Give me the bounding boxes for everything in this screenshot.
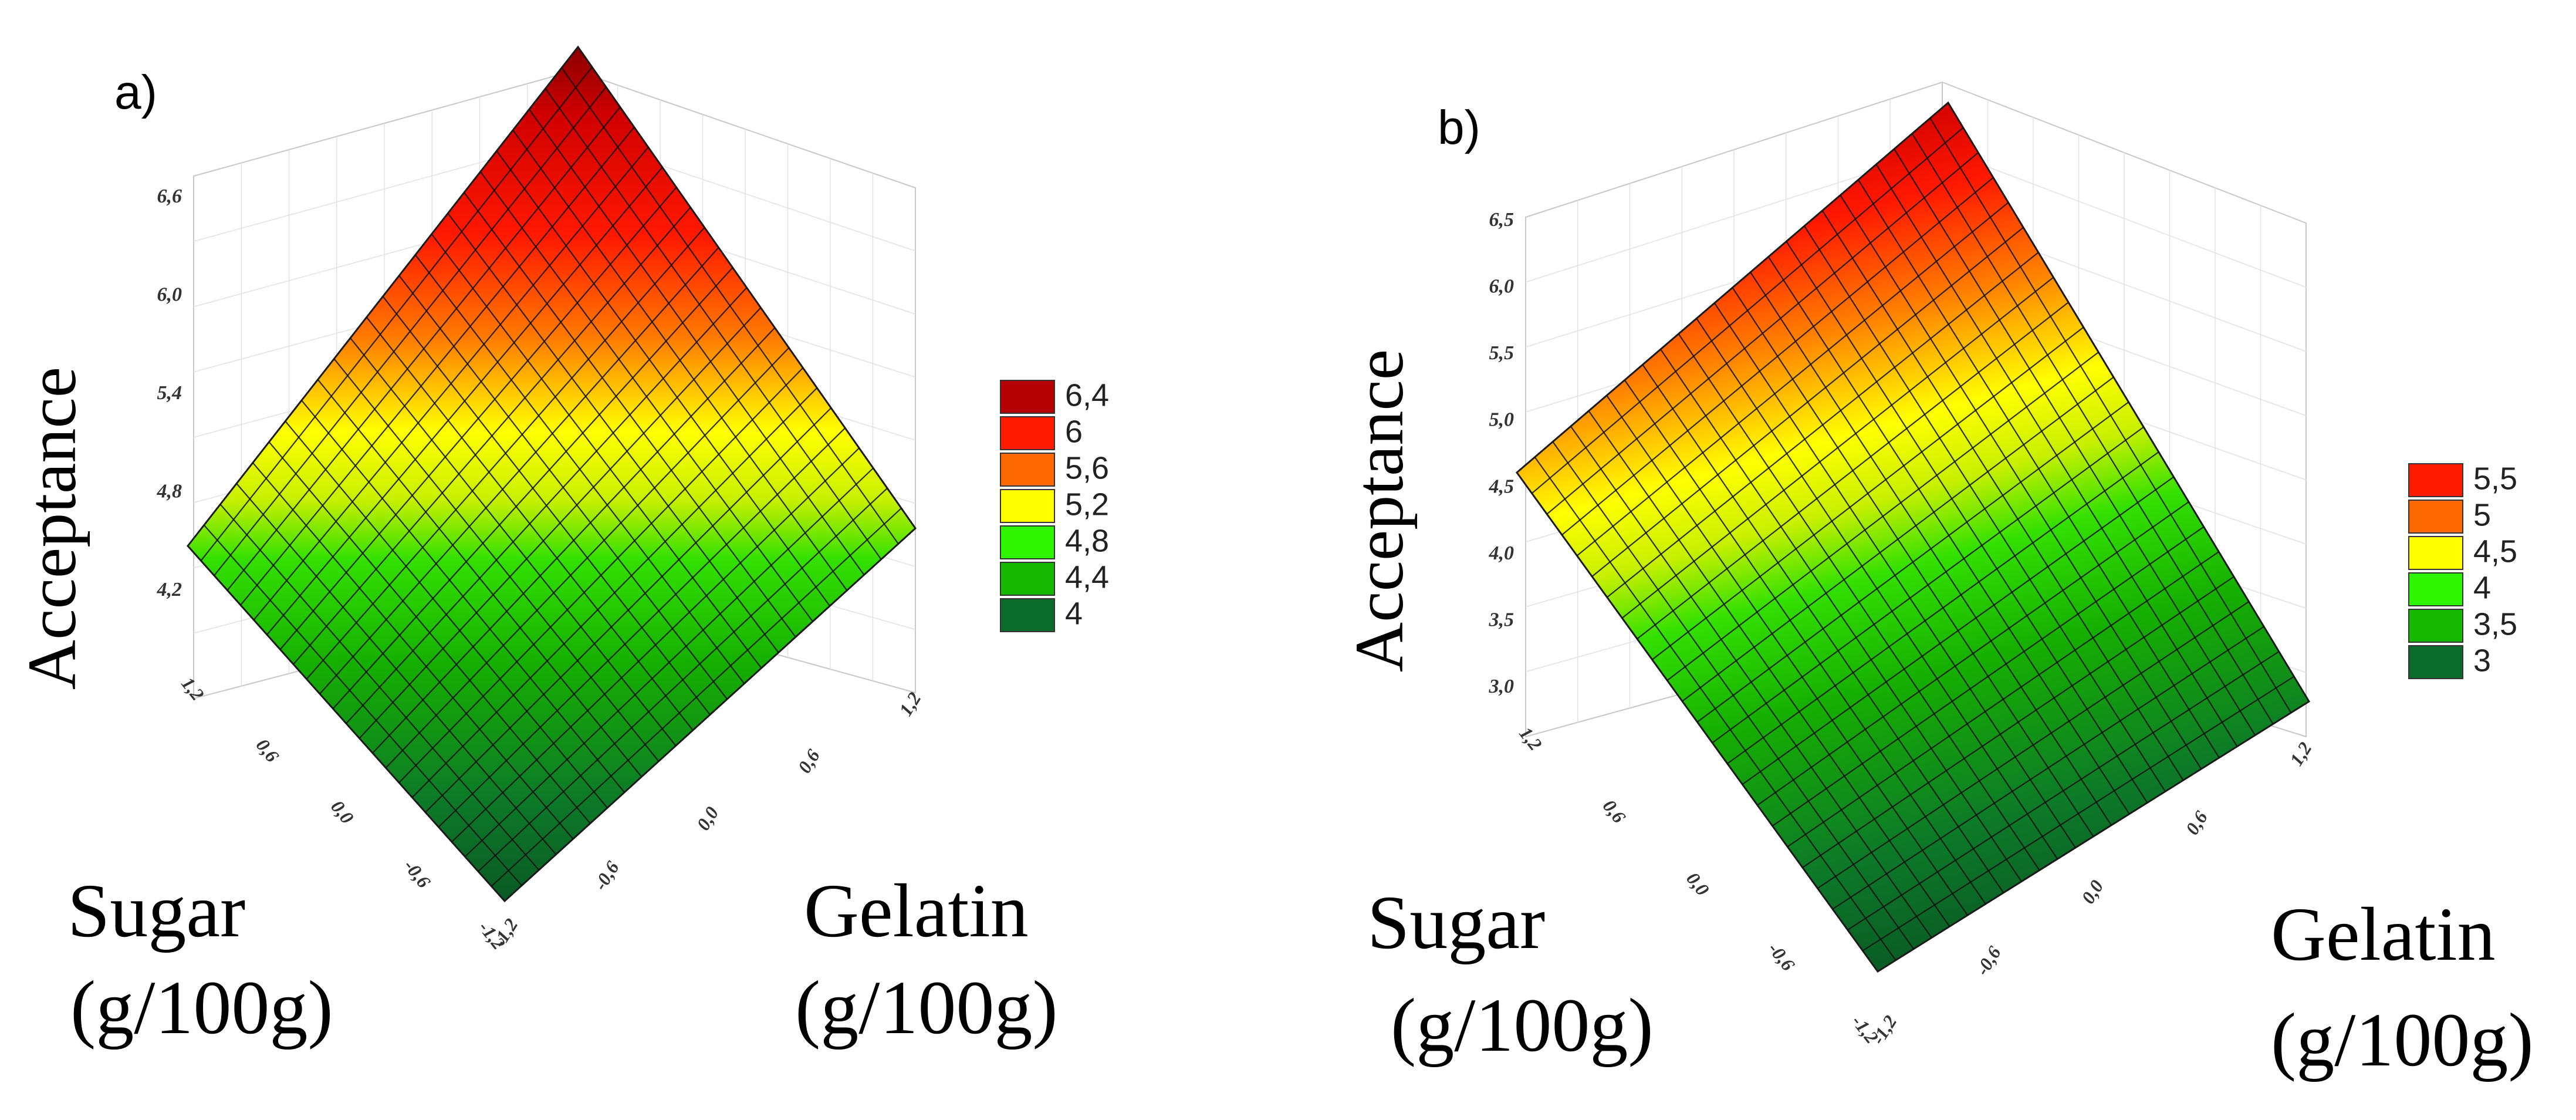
legend-label: 3 (2473, 643, 2491, 679)
panel-a-label: a) (114, 66, 157, 119)
legend-label: 5,5 (2473, 461, 2517, 497)
surface-mesh-line (451, 447, 860, 842)
legend-label: 6 (1065, 414, 1083, 450)
surface-mesh-line (545, 88, 882, 560)
sugar-tick-label: 1,2 (177, 673, 208, 704)
legend-swatch (2408, 645, 2463, 679)
surface-mesh-line (491, 508, 902, 887)
legend-label: 4,5 (2473, 534, 2517, 569)
legend-label: 4,8 (1065, 524, 1109, 559)
z-tick-label: 6,5 (1489, 209, 1515, 231)
gelatin-tick-label: 0,6 (2181, 807, 2212, 838)
panel-a-z-axis-title: Acceptance (13, 367, 90, 690)
gelatin-tick-label: -0,6 (589, 858, 623, 894)
z-tick-label: 5,0 (1489, 409, 1515, 431)
z-tick-label: 4,5 (1489, 475, 1515, 497)
panel-a: 6,66,05,44,84,2 1,20,60,0-0,6-1,2 -1,2-0… (13, 45, 1109, 1050)
legend-swatch (1000, 598, 1055, 632)
sugar-tick-label: 0,6 (1599, 795, 1630, 827)
panel-a-legend: 6,465,65,24,84,44 (1000, 378, 1109, 632)
panel-a-z-axis: 6,6 6,0 5,4 4,8 4,2 (157, 185, 182, 601)
legend-label: 5,2 (1065, 487, 1109, 522)
legend-swatch (2408, 572, 2463, 606)
panel-a-sugar-title-line1: Sugar (67, 869, 245, 953)
panel-b-gelatin-title-line1: Gelatin (2271, 892, 2496, 977)
legend-swatch (1000, 453, 1055, 487)
gelatin-tick-label: -0,6 (1971, 943, 2004, 979)
surface-mesh-line (1911, 133, 2274, 724)
surface-mesh-line (1832, 626, 2264, 910)
surface-mesh-line (561, 67, 899, 545)
sugar-tick-label: 0,0 (327, 796, 358, 828)
panel-a-surface-mesh (200, 66, 902, 887)
panel-a-gelatin-title-line1: Gelatin (804, 869, 1029, 953)
panel-b-sugar-title-line2: (g/100g) (1391, 983, 1654, 1068)
z-tick-label: 6,6 (157, 185, 182, 207)
legend-swatch (2408, 609, 2463, 643)
legend-swatch (2408, 500, 2463, 534)
gelatin-tick-label: 0,6 (793, 745, 824, 777)
z-tick-label: 5,4 (157, 382, 182, 404)
z-tick-label: 4,8 (157, 481, 182, 502)
panel-b: 6,56,05,55,04,54,03,53,0 1,20,60,0-0,6-1… (1341, 81, 2534, 1082)
panel-b-gelatin-title-line2: (g/100g) (2271, 998, 2534, 1082)
panel-b-legend: 5,554,543,53 (2408, 461, 2517, 679)
surface-mesh-line (528, 109, 865, 576)
legend-label: 4 (1065, 596, 1083, 632)
gelatin-tick-label: 1,2 (895, 689, 925, 720)
panel-b-surface (1515, 101, 2311, 973)
panel-a-sugar-title-line2: (g/100g) (70, 966, 333, 1050)
z-tick-label: 4,2 (157, 579, 182, 601)
surface-mesh-line (1894, 149, 2256, 736)
surface-mesh-line (1817, 601, 2250, 889)
legend-swatch (1000, 525, 1055, 559)
z-tick-label: 3,0 (1489, 676, 1515, 697)
legend-swatch (1000, 380, 1055, 414)
sugar-tick-label: 1,2 (1515, 723, 1546, 754)
legend-label: 3,5 (2473, 607, 2517, 642)
legend-swatch (1000, 489, 1055, 523)
legend-swatch (2408, 536, 2463, 570)
panel-b-z-axis: 6,5 6,0 5,5 5,0 4,5 4,0 3,5 3,0 (1489, 209, 1515, 697)
gelatin-tick-label: 1,2 (2286, 738, 2316, 770)
sugar-tick-label: -0,6 (400, 855, 435, 892)
sugar-tick-label: 0,6 (252, 734, 283, 766)
surface-mesh-line (1929, 117, 2292, 713)
z-tick-label: 6,0 (1489, 276, 1515, 298)
panel-b-z-axis-title: Acceptance (1341, 349, 1418, 672)
panel-b-label: b) (1438, 101, 1480, 154)
legend-swatch (2408, 463, 2463, 497)
legend-label: 4 (2473, 571, 2491, 606)
surface-mesh-line (464, 467, 874, 858)
legend-label: 5,6 (1065, 451, 1109, 486)
surface-mesh-line (478, 487, 888, 872)
sugar-tick-label: -0,6 (1764, 938, 1799, 974)
z-tick-label: 5,5 (1489, 342, 1515, 364)
z-tick-label: 4,0 (1489, 542, 1515, 564)
panel-a-gelatin-title-line2: (g/100g) (795, 966, 1058, 1050)
legend-label: 4,4 (1065, 560, 1109, 595)
legend-label: 6,4 (1065, 378, 1109, 413)
panel-b-sugar-title-line1: Sugar (1367, 881, 1545, 965)
gelatin-tick-label: 0,0 (692, 803, 723, 834)
surface-mesh-line (1862, 676, 2294, 952)
sugar-tick-label: 0,0 (1682, 868, 1713, 900)
z-tick-label: 6,0 (157, 284, 182, 306)
legend-label: 5 (2473, 498, 2491, 533)
panel-b-surface-mesh (1531, 117, 2294, 961)
gelatin-tick-label: 0,0 (2077, 876, 2108, 908)
legend-swatch (1000, 562, 1055, 596)
z-tick-label: 3,5 (1489, 609, 1515, 630)
legend-swatch (1000, 416, 1055, 450)
surface-mesh-line (1847, 651, 2280, 931)
